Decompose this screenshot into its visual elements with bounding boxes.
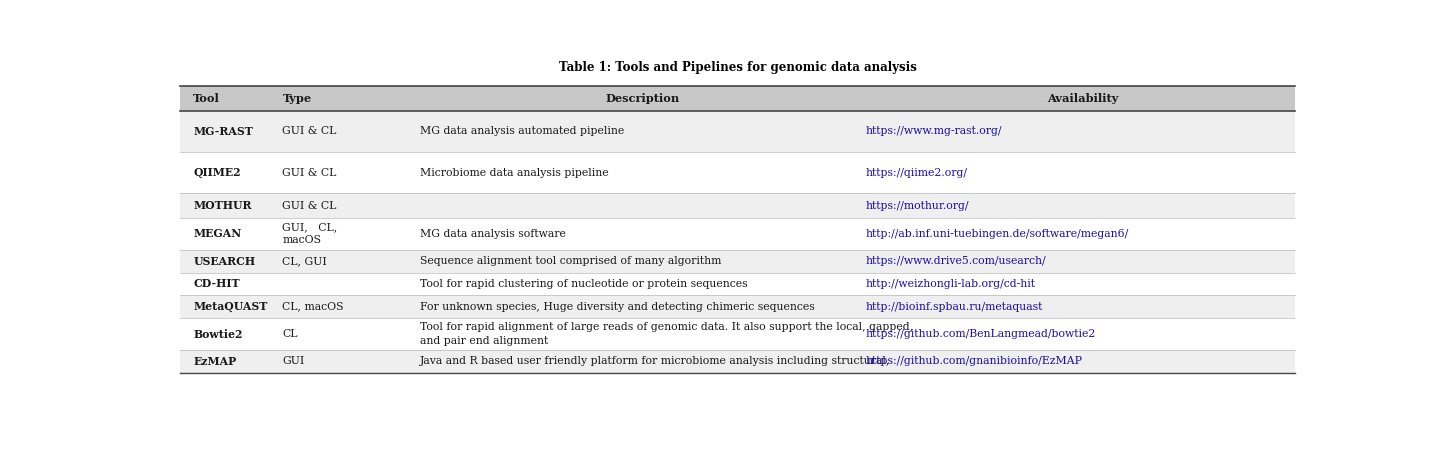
Bar — [180, 318, 1295, 350]
Text: CL: CL — [282, 329, 298, 339]
Text: http://bioinf.spbau.ru/metaquast: http://bioinf.spbau.ru/metaquast — [866, 302, 1043, 312]
Bar — [180, 218, 1295, 250]
Text: https://www.mg-rast.org/: https://www.mg-rast.org/ — [866, 126, 1002, 137]
Text: MG data analysis software: MG data analysis software — [420, 229, 566, 239]
Bar — [180, 350, 1295, 373]
Text: Table 1: Tools and Pipelines for genomic data analysis: Table 1: Tools and Pipelines for genomic… — [558, 62, 917, 74]
Text: MetaQUAST: MetaQUAST — [193, 301, 268, 312]
Text: MG-RAST: MG-RAST — [193, 126, 253, 137]
Text: USEARCH: USEARCH — [193, 256, 255, 267]
Bar — [180, 86, 1295, 111]
Text: MG data analysis automated pipeline: MG data analysis automated pipeline — [420, 126, 625, 137]
Text: GUI: GUI — [282, 356, 305, 366]
Text: https://qiime2.org/: https://qiime2.org/ — [866, 168, 968, 178]
Text: GUI,   CL,
macOS: GUI, CL, macOS — [282, 222, 338, 246]
Text: For unknown species, Huge diversity and detecting chimeric sequences: For unknown species, Huge diversity and … — [420, 302, 814, 312]
Text: GUI & CL: GUI & CL — [282, 168, 337, 178]
Text: http://weizhongli-lab.org/cd-hit: http://weizhongli-lab.org/cd-hit — [866, 279, 1036, 289]
Text: Availability: Availability — [1048, 93, 1120, 104]
Bar — [180, 273, 1295, 295]
Text: Microbiome data analysis pipeline: Microbiome data analysis pipeline — [420, 168, 609, 178]
Text: MOTHUR: MOTHUR — [193, 200, 252, 211]
Text: Sequence alignment tool comprised of many algorithm: Sequence alignment tool comprised of man… — [420, 256, 721, 267]
Bar — [180, 152, 1295, 193]
Text: Java and R based user friendly platform for microbiome analysis including struct: Java and R based user friendly platform … — [420, 356, 891, 366]
Text: QIIME2: QIIME2 — [193, 167, 240, 178]
Text: Tool for rapid clustering of nucleotide or protein sequences: Tool for rapid clustering of nucleotide … — [420, 279, 747, 289]
Text: GUI & CL: GUI & CL — [282, 126, 337, 137]
Text: EzMAP: EzMAP — [193, 356, 236, 367]
Text: https://mothur.org/: https://mothur.org/ — [866, 200, 970, 211]
Text: Tool for rapid alignment of large reads of genomic data. It also support the loc: Tool for rapid alignment of large reads … — [420, 322, 912, 346]
Text: https://github.com/BenLangmead/bowtie2: https://github.com/BenLangmead/bowtie2 — [866, 329, 1097, 339]
Text: CL, macOS: CL, macOS — [282, 302, 344, 312]
Text: http://ab.inf.uni-tuebingen.de/software/megan6/: http://ab.inf.uni-tuebingen.de/software/… — [866, 229, 1130, 239]
Text: Tool: Tool — [193, 93, 220, 104]
Text: GUI & CL: GUI & CL — [282, 200, 337, 211]
Text: CL, GUI: CL, GUI — [282, 256, 327, 267]
Bar — [180, 295, 1295, 318]
Text: Bowtie2: Bowtie2 — [193, 329, 243, 340]
Text: Description: Description — [606, 93, 679, 104]
Text: https://github.com/gnanibioinfo/EzMAP: https://github.com/gnanibioinfo/EzMAP — [866, 356, 1082, 366]
Text: Type: Type — [282, 93, 312, 104]
Bar — [180, 250, 1295, 273]
Text: CD-HIT: CD-HIT — [193, 279, 240, 289]
Text: MEGAN: MEGAN — [193, 228, 242, 240]
Bar — [180, 111, 1295, 152]
Bar — [180, 193, 1295, 218]
Text: https://www.drive5.com/usearch/: https://www.drive5.com/usearch/ — [866, 256, 1046, 267]
